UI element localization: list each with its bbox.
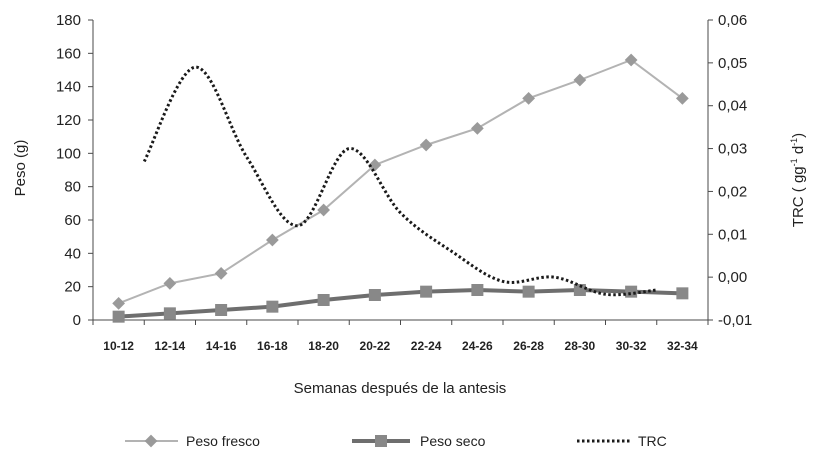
- data-point-peso-seco: [163, 307, 176, 320]
- left-tick-label: 40: [64, 245, 81, 262]
- data-point-peso-fresco: [522, 91, 535, 105]
- right-tick-label: 0,00: [718, 269, 747, 286]
- right-tick-label: 0,01: [718, 226, 747, 243]
- data-point-peso-seco: [420, 285, 433, 298]
- data-point-peso-seco: [112, 310, 125, 323]
- data-point-peso-seco: [317, 294, 330, 306]
- x-axis-title: Semanas después de la antesis: [294, 380, 507, 397]
- x-tick-label: 26-28: [513, 339, 544, 353]
- data-point-peso-fresco: [419, 138, 433, 152]
- x-tick-label: 16-18: [257, 339, 288, 353]
- x-tick-label: 32-34: [667, 339, 698, 353]
- left-tick-label: 120: [56, 112, 81, 129]
- left-tick-label: 80: [64, 179, 81, 196]
- x-tick-label: 14-16: [206, 339, 237, 353]
- left-tick-label: 0: [73, 312, 81, 329]
- plot-area: [112, 53, 689, 323]
- left-axis-title: Peso (g): [12, 140, 29, 197]
- x-tick-label: 18-20: [308, 339, 339, 353]
- legend-marker-peso-fresco: [144, 434, 158, 448]
- data-point-peso-seco: [573, 284, 586, 296]
- legend-label-peso-seco: Peso seco: [420, 433, 486, 449]
- axes-group: 0 20 40 60 80 100 120 140 160 180 -0,01 0,00 0,01 0,0…: [56, 12, 752, 353]
- right-tick-label: 0,02: [718, 183, 747, 200]
- legend-marker-peso-seco: [375, 435, 387, 447]
- x-tick-label: 12-14: [155, 339, 186, 353]
- left-tick-label: 140: [56, 79, 81, 96]
- legend-item-trc: TRC: [577, 433, 667, 449]
- legend-item-peso-fresco: Peso fresco: [125, 433, 260, 449]
- data-point-peso-fresco: [266, 233, 279, 247]
- series-line-peso-fresco: [118, 58, 683, 305]
- right-tick-label: -0,01: [718, 312, 752, 329]
- right-axis-title: TRC ( gg-1 d-1): [789, 133, 807, 227]
- data-point-peso-fresco: [163, 276, 177, 290]
- right-tick-label: 0,05: [718, 55, 747, 72]
- data-point-peso-seco: [215, 304, 228, 316]
- data-point-peso-seco: [266, 300, 279, 313]
- right-tick-label: 0,06: [718, 12, 747, 29]
- series-line-peso-seco: [118, 287, 683, 319]
- data-point-peso-fresco: [573, 73, 587, 87]
- right-tick-label: 0,04: [718, 98, 747, 115]
- left-tick-label: 100: [56, 145, 81, 162]
- x-tick-label: 22-24: [411, 339, 442, 353]
- data-point-peso-fresco: [368, 158, 382, 172]
- left-tick-label: 160: [56, 45, 81, 62]
- data-point-peso-fresco: [112, 296, 125, 310]
- data-point-peso-seco: [676, 287, 689, 300]
- x-tick-label: 20-22: [360, 339, 391, 353]
- series-line-trc: [142, 65, 657, 297]
- data-point-peso-seco: [471, 284, 484, 296]
- legend-item-peso-seco: Peso seco: [352, 433, 486, 449]
- x-tick-label: 24-26: [462, 339, 493, 353]
- legend-label-trc: TRC: [638, 433, 667, 449]
- right-tick-label: 0,03: [718, 141, 747, 158]
- legend: Peso fresco Peso seco TRC: [125, 433, 667, 449]
- left-tick-label: 60: [64, 212, 81, 229]
- data-point-peso-seco: [368, 289, 381, 301]
- legend-label-peso-fresco: Peso fresco: [186, 433, 260, 449]
- x-tick-label: 30-32: [616, 339, 647, 353]
- data-point-peso-fresco: [471, 121, 484, 135]
- x-tick-label: 10-12: [103, 339, 134, 353]
- left-tick-label: 180: [56, 12, 81, 29]
- data-point-peso-fresco: [214, 266, 228, 280]
- left-tick-label: 20: [64, 279, 81, 296]
- data-point-peso-seco: [522, 285, 535, 298]
- data-point-peso-fresco: [317, 203, 330, 217]
- x-tick-label: 28-30: [565, 339, 596, 353]
